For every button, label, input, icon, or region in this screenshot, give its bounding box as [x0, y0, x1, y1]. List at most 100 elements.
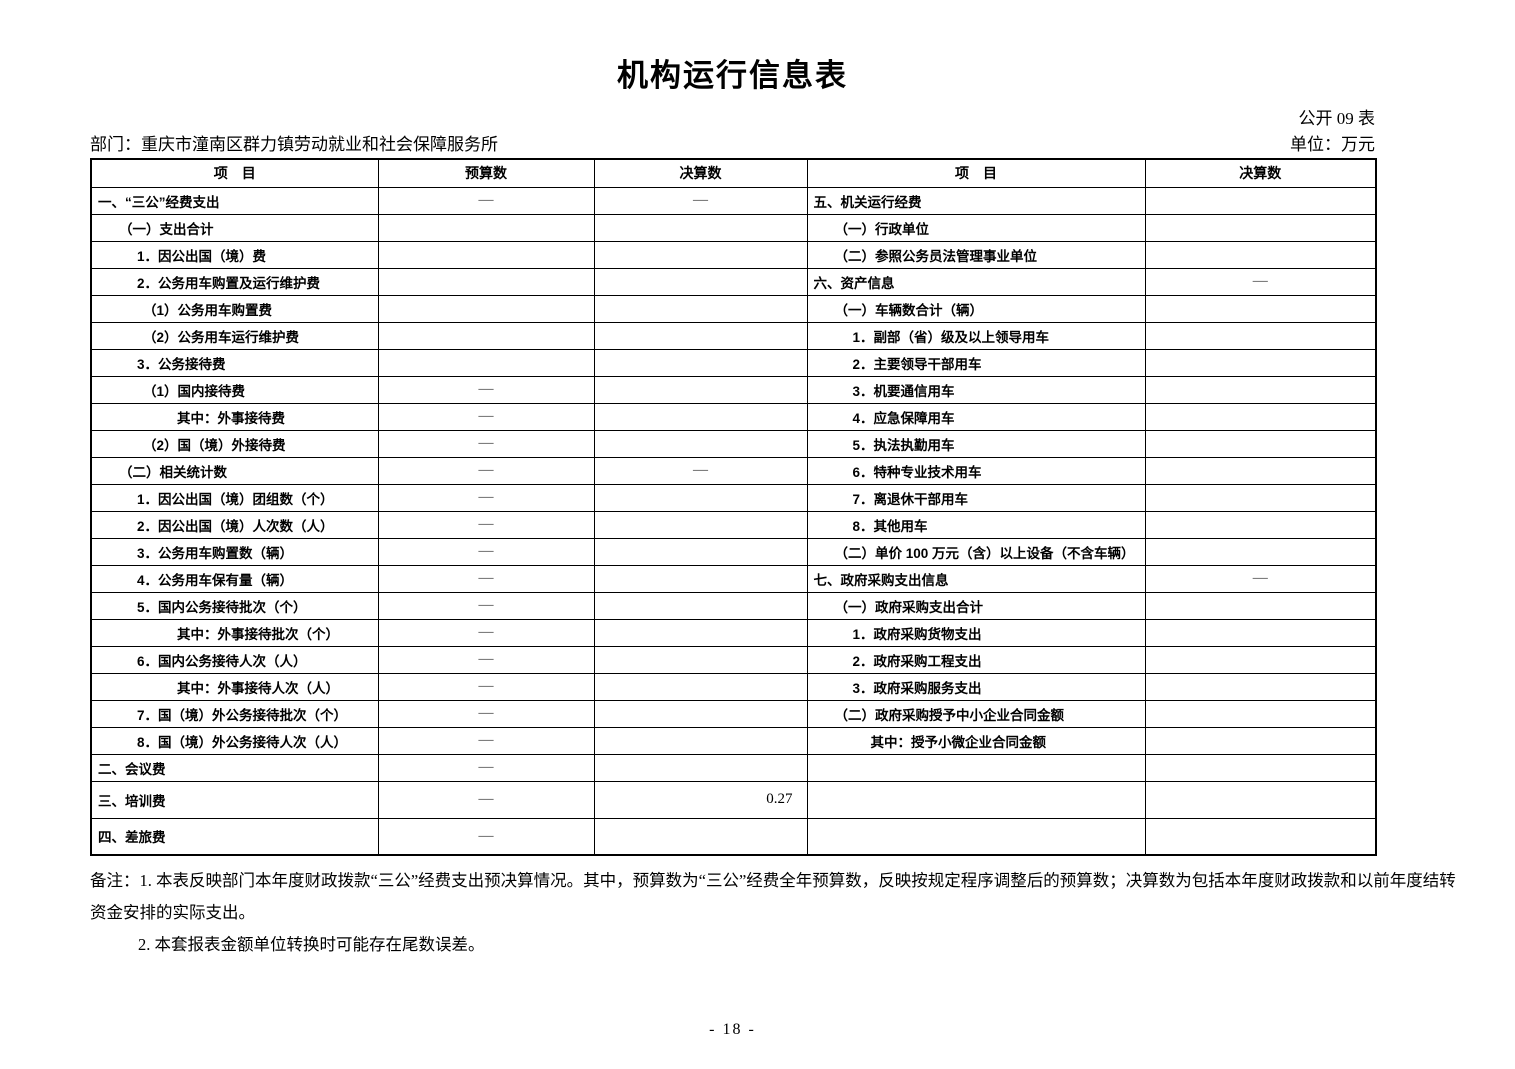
budget-value — [377, 213, 595, 242]
budget-value: — — [377, 456, 595, 485]
table-row: 1．因公出国（境）团组数（个） — 7．离退休干部用车 — [90, 483, 1377, 512]
table-row: （一）支出合计 （一）行政单位 — [90, 213, 1377, 242]
table-row: 其中：外事接待批次（个） — 1．政府采购货物支出 — [90, 618, 1377, 647]
final-value-right — [1144, 817, 1377, 856]
item-label-right — [806, 753, 1146, 782]
final-value-right — [1144, 321, 1377, 350]
unit-label: 单位：万元 — [1290, 135, 1375, 154]
table-body: 一、“三公”经费支出 — — 五、机关运行经费 （一）支出合计 （一）行政单位 1．因公出国… — [90, 186, 1377, 856]
budget-value: — — [377, 591, 595, 620]
table-row: 其中：外事接待费 — 4．应急保障用车 — [90, 402, 1377, 431]
item-label-right: 3．政府采购服务支出 — [806, 672, 1146, 701]
item-label-left: 三、培训费 — [90, 780, 379, 819]
item-label-left: 5．国内公务接待批次（个） — [90, 591, 379, 620]
table-row: 四、差旅费 — — [90, 817, 1377, 856]
final-value-right — [1144, 213, 1377, 242]
final-value-right — [1144, 591, 1377, 620]
budget-value: — — [377, 672, 595, 701]
item-label-left: 7．国（境）外公务接待批次（个） — [90, 699, 379, 728]
item-label-left: 1．因公出国（境）费 — [90, 240, 379, 269]
item-label-right: （一）行政单位 — [806, 213, 1146, 242]
table-row: 二、会议费 — — [90, 753, 1377, 782]
budget-value — [377, 240, 595, 269]
item-label-left: （二）相关统计数 — [90, 456, 379, 485]
budget-value — [377, 321, 595, 350]
header-final-left: 决算数 — [593, 158, 808, 188]
table-row: 三、培训费 —0.27 — [90, 780, 1377, 819]
final-value-right — [1144, 780, 1377, 819]
item-label-left: 1．因公出国（境）团组数（个） — [90, 483, 379, 512]
final-value-right — [1144, 456, 1377, 485]
item-label-right: 七、政府采购支出信息 — [806, 564, 1146, 593]
final-value-right — [1144, 618, 1377, 647]
final-value-right — [1144, 294, 1377, 323]
table-row: 2．因公出国（境）人次数（人） — 8．其他用车 — [90, 510, 1377, 539]
final-value-right — [1144, 645, 1377, 674]
item-label-right: （一）政府采购支出合计 — [806, 591, 1146, 620]
page-number: - 18 - — [709, 1021, 756, 1038]
item-label-left: 四、差旅费 — [90, 817, 379, 856]
budget-value: — — [377, 817, 595, 856]
final-value-left — [593, 817, 808, 856]
item-label-left: 其中：外事接待费 — [90, 402, 379, 431]
final-value-right — [1144, 537, 1377, 566]
final-value-left — [593, 618, 808, 647]
notes-line-2: 资金安排的实际支出。 — [90, 903, 255, 922]
table-row: 其中：外事接待人次（人） — 3．政府采购服务支出 — [90, 672, 1377, 701]
final-value-right — [1144, 429, 1377, 458]
table-row: （2）公务用车运行维护费 1．副部（省）级及以上领导用车 — [90, 321, 1377, 350]
page-title: 机构运行信息表 — [617, 58, 848, 93]
item-label-right: 2．政府采购工程支出 — [806, 645, 1146, 674]
header-final-right: 决算数 — [1144, 158, 1377, 188]
item-label-right: 五、机关运行经费 — [806, 186, 1146, 215]
table-row: （二）相关统计数 — —6．特种专业技术用车 — [90, 456, 1377, 485]
table-row: 7．国（境）外公务接待批次（个） — （二）政府采购授予中小企业合同金额 — [90, 699, 1377, 728]
item-label-right: 4．应急保障用车 — [806, 402, 1146, 431]
budget-value: — — [377, 429, 595, 458]
table-header: 项 目 预算数 决算数 项 目 决算数 — [90, 158, 1377, 188]
item-label-left: 二、会议费 — [90, 753, 379, 782]
item-label-right: （二）政府采购授予中小企业合同金额 — [806, 699, 1146, 728]
budget-value: — — [377, 537, 595, 566]
item-label-right — [806, 780, 1146, 819]
item-label-left: 2．公务用车购置及运行维护费 — [90, 267, 379, 296]
notes-line-1: 备注：1. 本表反映部门本年度财政拨款“三公”经费支出预决算情况。其中，预算数为… — [90, 871, 1456, 890]
table-row: 5．国内公务接待批次（个） — （一）政府采购支出合计 — [90, 591, 1377, 620]
final-value-left: — — [593, 456, 808, 485]
item-label-left: （2）国（境）外接待费 — [90, 429, 379, 458]
final-value-left — [593, 699, 808, 728]
budget-value: — — [377, 564, 595, 593]
item-label-right: 1．政府采购货物支出 — [806, 618, 1146, 647]
budget-value — [377, 267, 595, 296]
header-row: 项 目 预算数 决算数 项 目 决算数 — [90, 158, 1377, 188]
item-label-right: （一）车辆数合计（辆） — [806, 294, 1146, 323]
budget-value: — — [377, 726, 595, 755]
item-label-left: 4．公务用车保有量（辆） — [90, 564, 379, 593]
item-label-left: 3．公务用车购置数（辆） — [90, 537, 379, 566]
final-value-right — [1144, 699, 1377, 728]
item-label-left: 2．因公出国（境）人次数（人） — [90, 510, 379, 539]
final-value-right — [1144, 375, 1377, 404]
final-value-right — [1144, 753, 1377, 782]
final-value-right: — — [1144, 564, 1377, 593]
final-value-left — [593, 564, 808, 593]
item-label-right — [806, 817, 1146, 856]
final-value-left — [593, 753, 808, 782]
department-label: 部门：重庆市潼南区群力镇劳动就业和社会保障服务所 — [90, 135, 498, 154]
budget-value: — — [377, 618, 595, 647]
final-value-left — [593, 645, 808, 674]
final-value-right — [1144, 510, 1377, 539]
table-row: 8．国（境）外公务接待人次（人） — 其中：授予小微企业合同金额 — [90, 726, 1377, 755]
final-value-left — [593, 726, 808, 755]
info-table: 项 目 预算数 决算数 项 目 决算数 一、“三公”经费支出 — — 五、机关运行经费… — [90, 158, 1377, 856]
final-value-right — [1144, 348, 1377, 377]
final-value-left — [593, 591, 808, 620]
form-number-label: 公开 09 表 — [1298, 109, 1376, 128]
item-label-left: （1）国内接待费 — [90, 375, 379, 404]
item-label-right: 1．副部（省）级及以上领导用车 — [806, 321, 1146, 350]
final-value-right — [1144, 672, 1377, 701]
final-value-right — [1144, 402, 1377, 431]
item-label-left: 其中：外事接待批次（个） — [90, 618, 379, 647]
final-value-left: — — [593, 186, 808, 215]
budget-value — [377, 348, 595, 377]
